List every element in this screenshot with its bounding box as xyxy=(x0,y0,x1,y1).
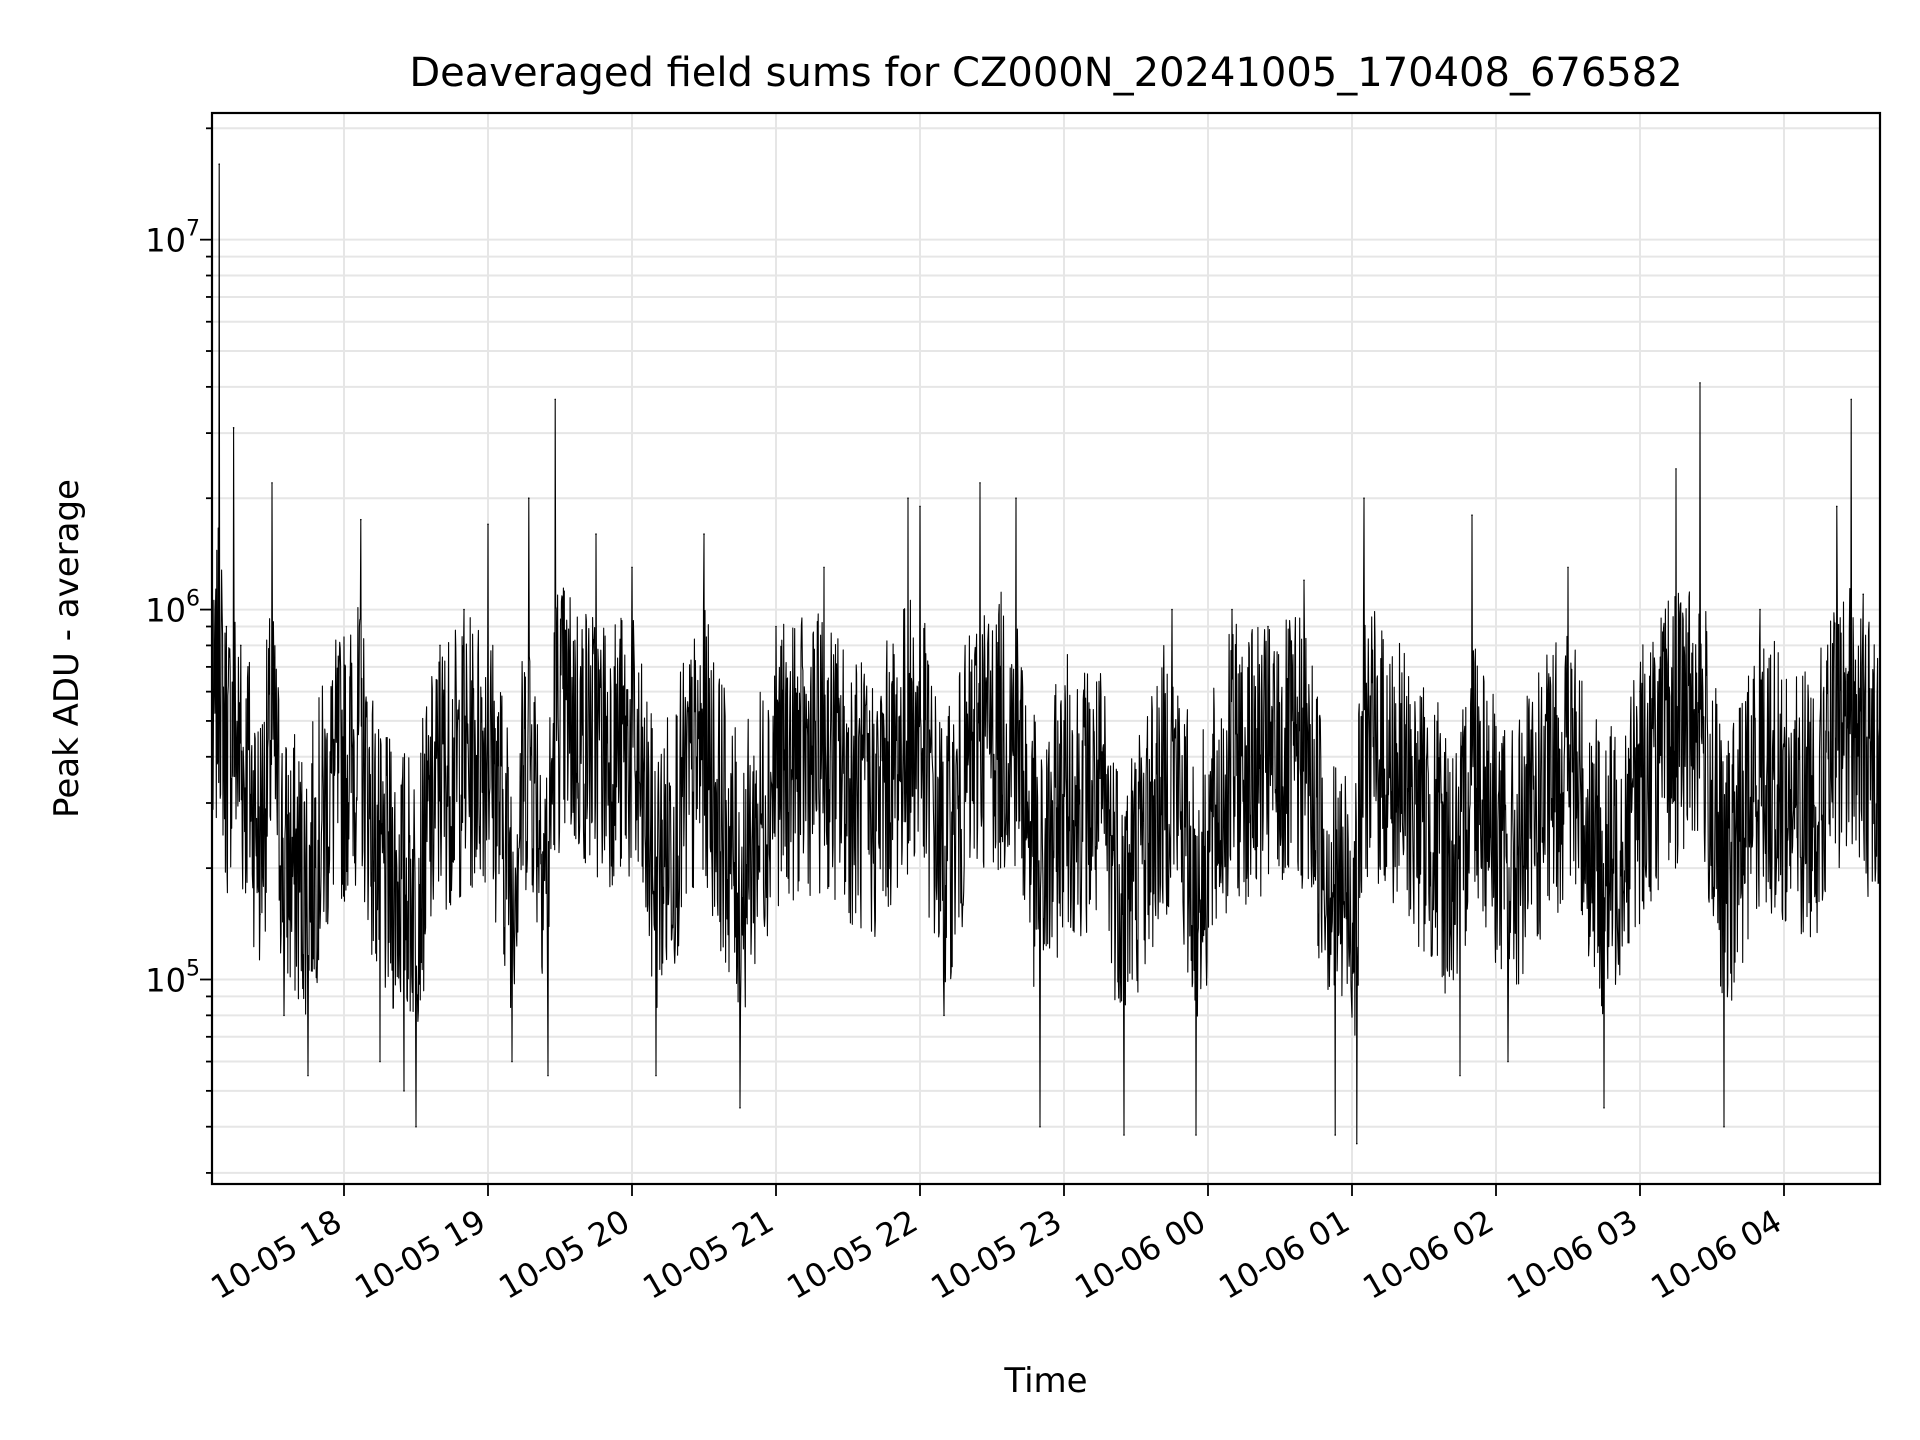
data-point xyxy=(1699,382,1701,384)
data-point xyxy=(487,523,489,526)
data-point xyxy=(259,913,261,916)
data-point xyxy=(1850,398,1852,401)
data-point xyxy=(1639,690,1641,693)
plot-frame xyxy=(210,111,1882,1186)
data-point xyxy=(1334,1134,1336,1136)
data-point xyxy=(511,1060,513,1063)
data-point xyxy=(919,505,921,508)
data-point xyxy=(1459,1074,1461,1077)
chart-title: Deaveraged field sums for CZ000N_2024100… xyxy=(409,50,1682,96)
data-point xyxy=(271,482,273,484)
data-point xyxy=(943,1014,945,1017)
data-point xyxy=(403,1090,405,1092)
data-point xyxy=(554,398,556,401)
data-point xyxy=(595,533,597,535)
data-point xyxy=(1836,505,1838,508)
data-point xyxy=(1356,1142,1358,1145)
data-point xyxy=(1723,1125,1725,1128)
data-point xyxy=(283,1014,285,1017)
data-point xyxy=(1063,720,1065,722)
data-point xyxy=(232,427,235,429)
data-point xyxy=(979,482,981,484)
y-tick-label: 106 xyxy=(145,587,200,630)
data-point xyxy=(331,690,333,693)
data-point xyxy=(307,1074,309,1077)
data-point xyxy=(1195,1134,1197,1136)
data-point xyxy=(1171,608,1173,611)
data-point xyxy=(1795,802,1797,804)
data-point xyxy=(655,1074,657,1077)
data-point xyxy=(823,566,825,569)
series-line xyxy=(211,163,1881,1145)
data-point xyxy=(1411,755,1413,758)
data-point xyxy=(218,163,220,165)
y-tick-label: 105 xyxy=(145,956,200,999)
data-point xyxy=(360,518,362,521)
data-point xyxy=(1567,566,1569,569)
data-point xyxy=(871,802,873,804)
data-point xyxy=(1862,593,1864,596)
data-point xyxy=(225,625,228,628)
data-point xyxy=(439,644,441,647)
data-point xyxy=(1675,468,1677,470)
data-point xyxy=(631,566,633,569)
y-axis-label: Peak ADU - average xyxy=(47,479,87,818)
data-point xyxy=(1099,777,1101,780)
data-point xyxy=(1267,625,1269,628)
data-point xyxy=(415,1125,417,1128)
data-point xyxy=(1759,608,1761,611)
data-point xyxy=(1015,497,1017,500)
data-point xyxy=(907,497,909,500)
data-point xyxy=(528,497,530,500)
data-point xyxy=(247,666,249,668)
data-point xyxy=(463,608,465,611)
x-axis-label: Time xyxy=(1003,1361,1087,1401)
data-point xyxy=(1123,1134,1125,1136)
data-point xyxy=(240,644,242,647)
data-point xyxy=(1603,1106,1605,1109)
data-point xyxy=(1819,720,1821,722)
data-point xyxy=(379,1060,381,1063)
y-tick-label: 107 xyxy=(145,217,200,260)
data-point xyxy=(1363,497,1365,500)
data-point xyxy=(547,1074,549,1077)
data-point xyxy=(739,1106,741,1109)
data-point xyxy=(703,533,705,535)
data-point xyxy=(1471,514,1473,516)
data-point xyxy=(1303,579,1305,582)
data-point xyxy=(1231,608,1233,611)
data-point xyxy=(1039,1125,1041,1128)
data-point xyxy=(1507,1060,1509,1063)
data-point xyxy=(775,625,777,628)
